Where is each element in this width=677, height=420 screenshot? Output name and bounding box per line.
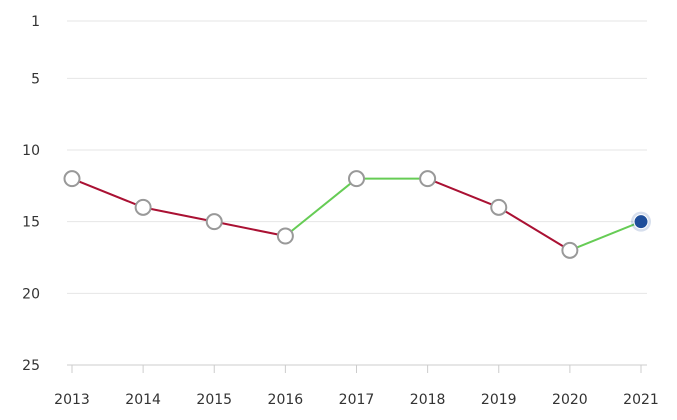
data-point-highlighted[interactable]: [633, 214, 649, 230]
y-tick-label: 20: [22, 286, 40, 302]
x-tick-label: 2021: [623, 392, 659, 408]
y-tick-label: 15: [22, 215, 40, 231]
data-point[interactable]: [276, 227, 294, 245]
x-tick-label: 2018: [410, 392, 446, 408]
y-tick-label: 25: [22, 358, 40, 374]
x-tick-label: 2020: [552, 392, 588, 408]
gridlines: [67, 20, 647, 294]
x-tick-label: 2016: [268, 392, 304, 408]
x-tick-label: 2019: [481, 392, 517, 408]
x-tick-label: 2015: [196, 392, 232, 408]
data-points: [63, 170, 651, 259]
y-tick-label: 1: [31, 14, 40, 30]
line-segment: [142, 206, 216, 223]
x-axis: 2013 2014 2015 2016 2017 2018 2019 2020 2021: [54, 364, 659, 408]
data-point[interactable]: [134, 198, 152, 216]
data-point[interactable]: [348, 170, 365, 188]
y-tick-label: 5: [31, 71, 40, 87]
line-segment: [568, 220, 642, 252]
line-segment: [497, 206, 571, 252]
data-point[interactable]: [419, 170, 437, 188]
data-point[interactable]: [205, 213, 223, 231]
x-tick-label: 2014: [125, 392, 161, 408]
data-point[interactable]: [490, 198, 508, 216]
line-segment: [284, 177, 358, 237]
x-tick-label: 2017: [339, 392, 375, 408]
line-segment: [426, 177, 500, 209]
data-point[interactable]: [63, 170, 81, 188]
y-tick-label: 10: [22, 143, 40, 159]
line-segments: [71, 177, 642, 252]
x-tick-label: 2013: [54, 392, 90, 408]
line-segment: [71, 177, 145, 209]
line-segment: [213, 220, 287, 237]
data-point[interactable]: [561, 241, 579, 259]
